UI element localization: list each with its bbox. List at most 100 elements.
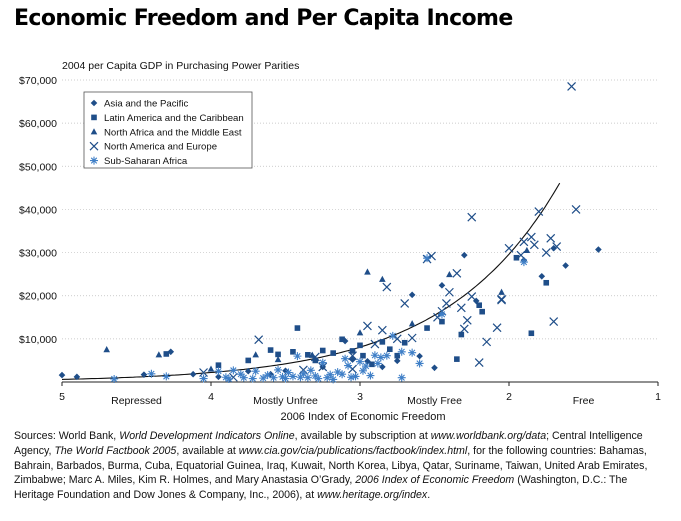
data-point	[224, 374, 233, 383]
data-point	[393, 357, 401, 365]
series-asterisk	[110, 254, 528, 384]
data-point	[155, 351, 163, 358]
data-point	[444, 287, 454, 297]
legend-label: Sub-Saharan Africa	[104, 156, 188, 167]
data-point	[248, 374, 257, 383]
data-point	[275, 351, 281, 358]
data-point	[339, 336, 345, 343]
data-point	[401, 339, 408, 346]
data-point	[415, 359, 424, 368]
y-tick-label: $70,000	[19, 75, 57, 87]
data-point	[103, 346, 110, 353]
data-point	[281, 374, 290, 383]
data-point	[382, 351, 391, 360]
x-tick-label: 4	[208, 391, 214, 403]
x-tick-label: 5	[59, 391, 65, 403]
data-point	[294, 325, 301, 331]
data-point	[379, 363, 386, 371]
data-point	[550, 244, 557, 252]
data-point	[379, 275, 386, 282]
data-point	[497, 295, 506, 305]
data-point	[388, 331, 397, 340]
data-point	[482, 337, 492, 347]
data-point	[215, 373, 222, 381]
sources-note: Sources: World Bank, World Development I…	[14, 430, 648, 502]
data-point	[199, 374, 208, 383]
legend-marker	[90, 156, 98, 165]
y-tick-label: $20,000	[19, 291, 57, 303]
data-point	[293, 352, 302, 361]
data-point	[382, 282, 392, 292]
data-point	[424, 325, 430, 331]
data-point	[476, 302, 482, 309]
page-title: Economic Freedom and Per Capita Income	[14, 6, 513, 31]
data-point	[513, 254, 520, 261]
data-point	[348, 364, 357, 374]
data-point	[479, 308, 485, 315]
data-point	[543, 279, 550, 286]
data-point	[516, 250, 526, 260]
data-point	[305, 352, 311, 358]
legend-label: Asia and the Pacific	[104, 99, 188, 110]
data-point	[207, 365, 215, 372]
data-point	[441, 299, 451, 308]
data-point	[456, 303, 466, 313]
data-point	[312, 357, 319, 364]
data-point	[269, 373, 278, 382]
data-point	[310, 352, 320, 362]
y-tick-label: $50,000	[19, 161, 57, 173]
data-point	[221, 373, 230, 382]
legend-marker	[90, 99, 98, 107]
data-point	[571, 205, 581, 214]
data-point	[318, 362, 328, 372]
data-point	[341, 354, 350, 363]
legend-box	[83, 91, 253, 169]
data-point	[549, 317, 559, 327]
data-point	[356, 329, 364, 336]
data-point	[349, 348, 356, 354]
data-point	[363, 321, 372, 331]
data-point	[338, 370, 347, 379]
data-point	[467, 212, 477, 222]
data-point	[189, 370, 197, 378]
data-point	[377, 325, 387, 335]
data-point	[523, 246, 531, 254]
data-point	[360, 352, 366, 359]
data-point	[595, 246, 602, 253]
data-point	[400, 299, 410, 308]
data-point	[423, 254, 432, 263]
data-point	[330, 350, 336, 356]
data-point	[438, 282, 446, 289]
data-point	[408, 348, 417, 357]
data-point	[519, 237, 529, 247]
data-point	[110, 374, 119, 383]
data-point	[263, 371, 272, 380]
data-point	[504, 243, 514, 253]
y-tick-label: $10,000	[19, 334, 57, 346]
data-point	[458, 331, 465, 338]
data-point	[437, 310, 446, 319]
data-point	[364, 357, 371, 365]
data-point	[541, 248, 551, 257]
data-point	[244, 367, 252, 375]
data-point	[498, 288, 505, 295]
data-point	[299, 369, 308, 378]
data-point	[215, 362, 222, 368]
data-point	[369, 361, 375, 368]
data-point	[326, 370, 335, 379]
data-point	[446, 270, 453, 278]
x-tick-label: 1	[655, 391, 661, 403]
data-point	[303, 373, 312, 382]
data-point	[357, 342, 363, 349]
data-point	[439, 318, 445, 325]
legend-marker	[90, 128, 98, 135]
zone-label: Mostly Unfree	[253, 395, 318, 407]
data-point	[562, 262, 569, 269]
data-point	[529, 240, 539, 250]
data-point	[364, 268, 371, 275]
data-point	[290, 349, 296, 355]
series-triangle	[103, 246, 531, 372]
data-points	[58, 82, 602, 384]
data-point	[358, 366, 367, 375]
data-point	[348, 351, 357, 361]
